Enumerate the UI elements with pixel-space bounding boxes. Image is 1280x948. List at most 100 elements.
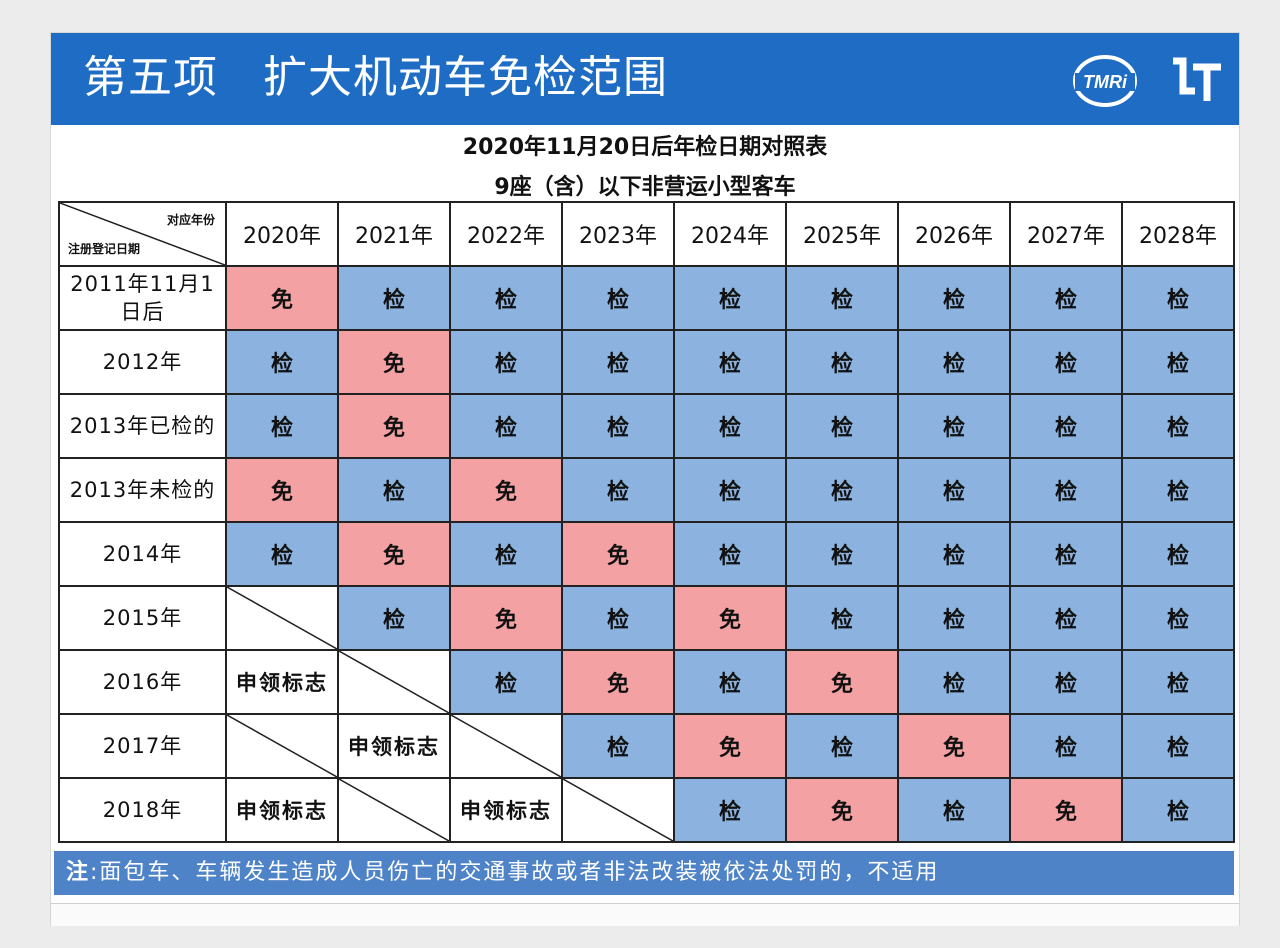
exempt-cell: 免	[563, 651, 675, 715]
inspect-cell: 检	[787, 331, 899, 395]
column-header: 2027年	[1011, 203, 1123, 267]
inspect-cell: 检	[675, 523, 787, 587]
inspect-cell: 检	[899, 587, 1011, 651]
slide: 第五项 扩大机动车免检范围 TMRi 2020年11月20日后年检日期对照表 9…	[50, 32, 1240, 926]
inspect-cell: 检	[1123, 523, 1235, 587]
page-title: 第五项 扩大机动车免检范围	[83, 52, 668, 103]
exempt-cell: 免	[787, 779, 899, 843]
inspect-cell: 检	[787, 523, 899, 587]
column-header: 2023年	[563, 203, 675, 267]
apply-label-cell: 申领标志	[451, 779, 563, 843]
inspect-cell: 检	[675, 331, 787, 395]
inspect-cell: 检	[787, 267, 899, 331]
inspect-cell: 检	[899, 651, 1011, 715]
inspect-cell: 检	[451, 267, 563, 331]
corner-header: 对应年份 注册登记日期	[60, 203, 227, 267]
inspect-cell: 检	[1011, 715, 1123, 779]
exempt-cell: 免	[451, 587, 563, 651]
column-header: 2021年	[339, 203, 451, 267]
column-header: 2020年	[227, 203, 339, 267]
note-text: :面包车、车辆发生造成人员伤亡的交通事故或者非法改装被依法处罚的，不适用	[90, 860, 940, 885]
inspect-cell: 检	[675, 267, 787, 331]
inspect-cell: 检	[899, 395, 1011, 459]
inspect-cell: 检	[339, 459, 451, 523]
exempt-cell: 免	[675, 587, 787, 651]
title-banner: 第五项 扩大机动车免检范围 TMRi	[51, 33, 1239, 125]
note-prefix: 注	[66, 860, 91, 885]
exempt-cell: 免	[1011, 779, 1123, 843]
footnote-bar: 注:面包车、车辆发生造成人员伤亡的交通事故或者非法改装被依法处罚的，不适用	[54, 851, 1234, 895]
empty-diagonal-cell	[227, 587, 339, 651]
inspect-cell: 检	[451, 395, 563, 459]
inspect-cell: 检	[787, 459, 899, 523]
inspect-cell: 检	[563, 587, 675, 651]
inspect-cell: 检	[1011, 267, 1123, 331]
empty-diagonal-cell	[339, 651, 451, 715]
inspect-cell: 检	[563, 395, 675, 459]
inspect-cell: 检	[899, 779, 1011, 843]
inspect-cell: 检	[1123, 651, 1235, 715]
inspect-cell: 检	[451, 331, 563, 395]
exempt-cell: 免	[563, 523, 675, 587]
inspection-table: 对应年份 注册登记日期 2020年 2021年 2022年 2023年 2024年 202…	[58, 201, 1235, 843]
row-header: 2011年11月1日后	[60, 267, 227, 331]
corner-year-label: 对应年份	[166, 213, 215, 227]
inspect-cell: 检	[1011, 523, 1123, 587]
inspect-cell: 检	[1011, 395, 1123, 459]
apply-label-cell: 申领标志	[339, 715, 451, 779]
empty-diagonal-cell	[451, 715, 563, 779]
row-header: 2017年	[60, 715, 227, 779]
row-header: 2014年	[60, 523, 227, 587]
inspect-cell: 检	[787, 395, 899, 459]
inspect-cell: 检	[787, 715, 899, 779]
inspect-cell: 检	[1123, 779, 1235, 843]
inspect-cell: 检	[563, 715, 675, 779]
inspect-cell: 检	[675, 651, 787, 715]
inspect-cell: 检	[451, 651, 563, 715]
inspect-cell: 检	[899, 267, 1011, 331]
inspect-cell: 检	[899, 523, 1011, 587]
inspect-cell: 检	[1011, 651, 1123, 715]
row-header: 2018年	[60, 779, 227, 843]
inspect-cell: 检	[1123, 459, 1235, 523]
apply-label-cell: 申领标志	[227, 651, 339, 715]
inspect-cell: 检	[1123, 587, 1235, 651]
inspect-cell: 检	[451, 523, 563, 587]
inspect-cell: 检	[563, 331, 675, 395]
row-header: 2012年	[60, 331, 227, 395]
exempt-cell: 免	[339, 331, 451, 395]
column-header: 2028年	[1123, 203, 1235, 267]
table-title: 2020年11月20日后年检日期对照表	[462, 135, 828, 160]
exempt-cell: 免	[339, 395, 451, 459]
inspect-cell: 检	[675, 395, 787, 459]
inspect-cell: 检	[675, 779, 787, 843]
column-header: 2022年	[451, 203, 563, 267]
inspect-cell: 检	[1011, 459, 1123, 523]
inspect-cell: 检	[227, 395, 339, 459]
inspect-cell: 检	[1123, 267, 1235, 331]
exempt-cell: 免	[227, 267, 339, 331]
tmri-logo: TMRi	[1073, 55, 1137, 107]
empty-diagonal-cell	[339, 779, 451, 843]
inspect-cell: 检	[563, 459, 675, 523]
exempt-cell: 免	[899, 715, 1011, 779]
exempt-cell: 免	[339, 523, 451, 587]
inspect-cell: 检	[787, 587, 899, 651]
inspect-cell: 检	[675, 459, 787, 523]
tmri-logo-text: TMRi	[1083, 72, 1128, 92]
inspect-cell: 检	[227, 523, 339, 587]
inspect-cell: 检	[339, 587, 451, 651]
inspect-cell: 检	[1011, 331, 1123, 395]
inspect-cell: 检	[227, 331, 339, 395]
corner-date-label: 注册登记日期	[68, 242, 141, 256]
empty-diagonal-cell	[563, 779, 675, 843]
inspect-cell: 检	[1123, 395, 1235, 459]
column-header: 2025年	[787, 203, 899, 267]
inspect-cell: 检	[339, 267, 451, 331]
exempt-cell: 免	[787, 651, 899, 715]
row-header: 2016年	[60, 651, 227, 715]
bottom-strip	[51, 903, 1239, 926]
lt-logo	[1173, 57, 1221, 101]
row-header: 2013年未检的	[60, 459, 227, 523]
inspect-cell: 检	[563, 267, 675, 331]
